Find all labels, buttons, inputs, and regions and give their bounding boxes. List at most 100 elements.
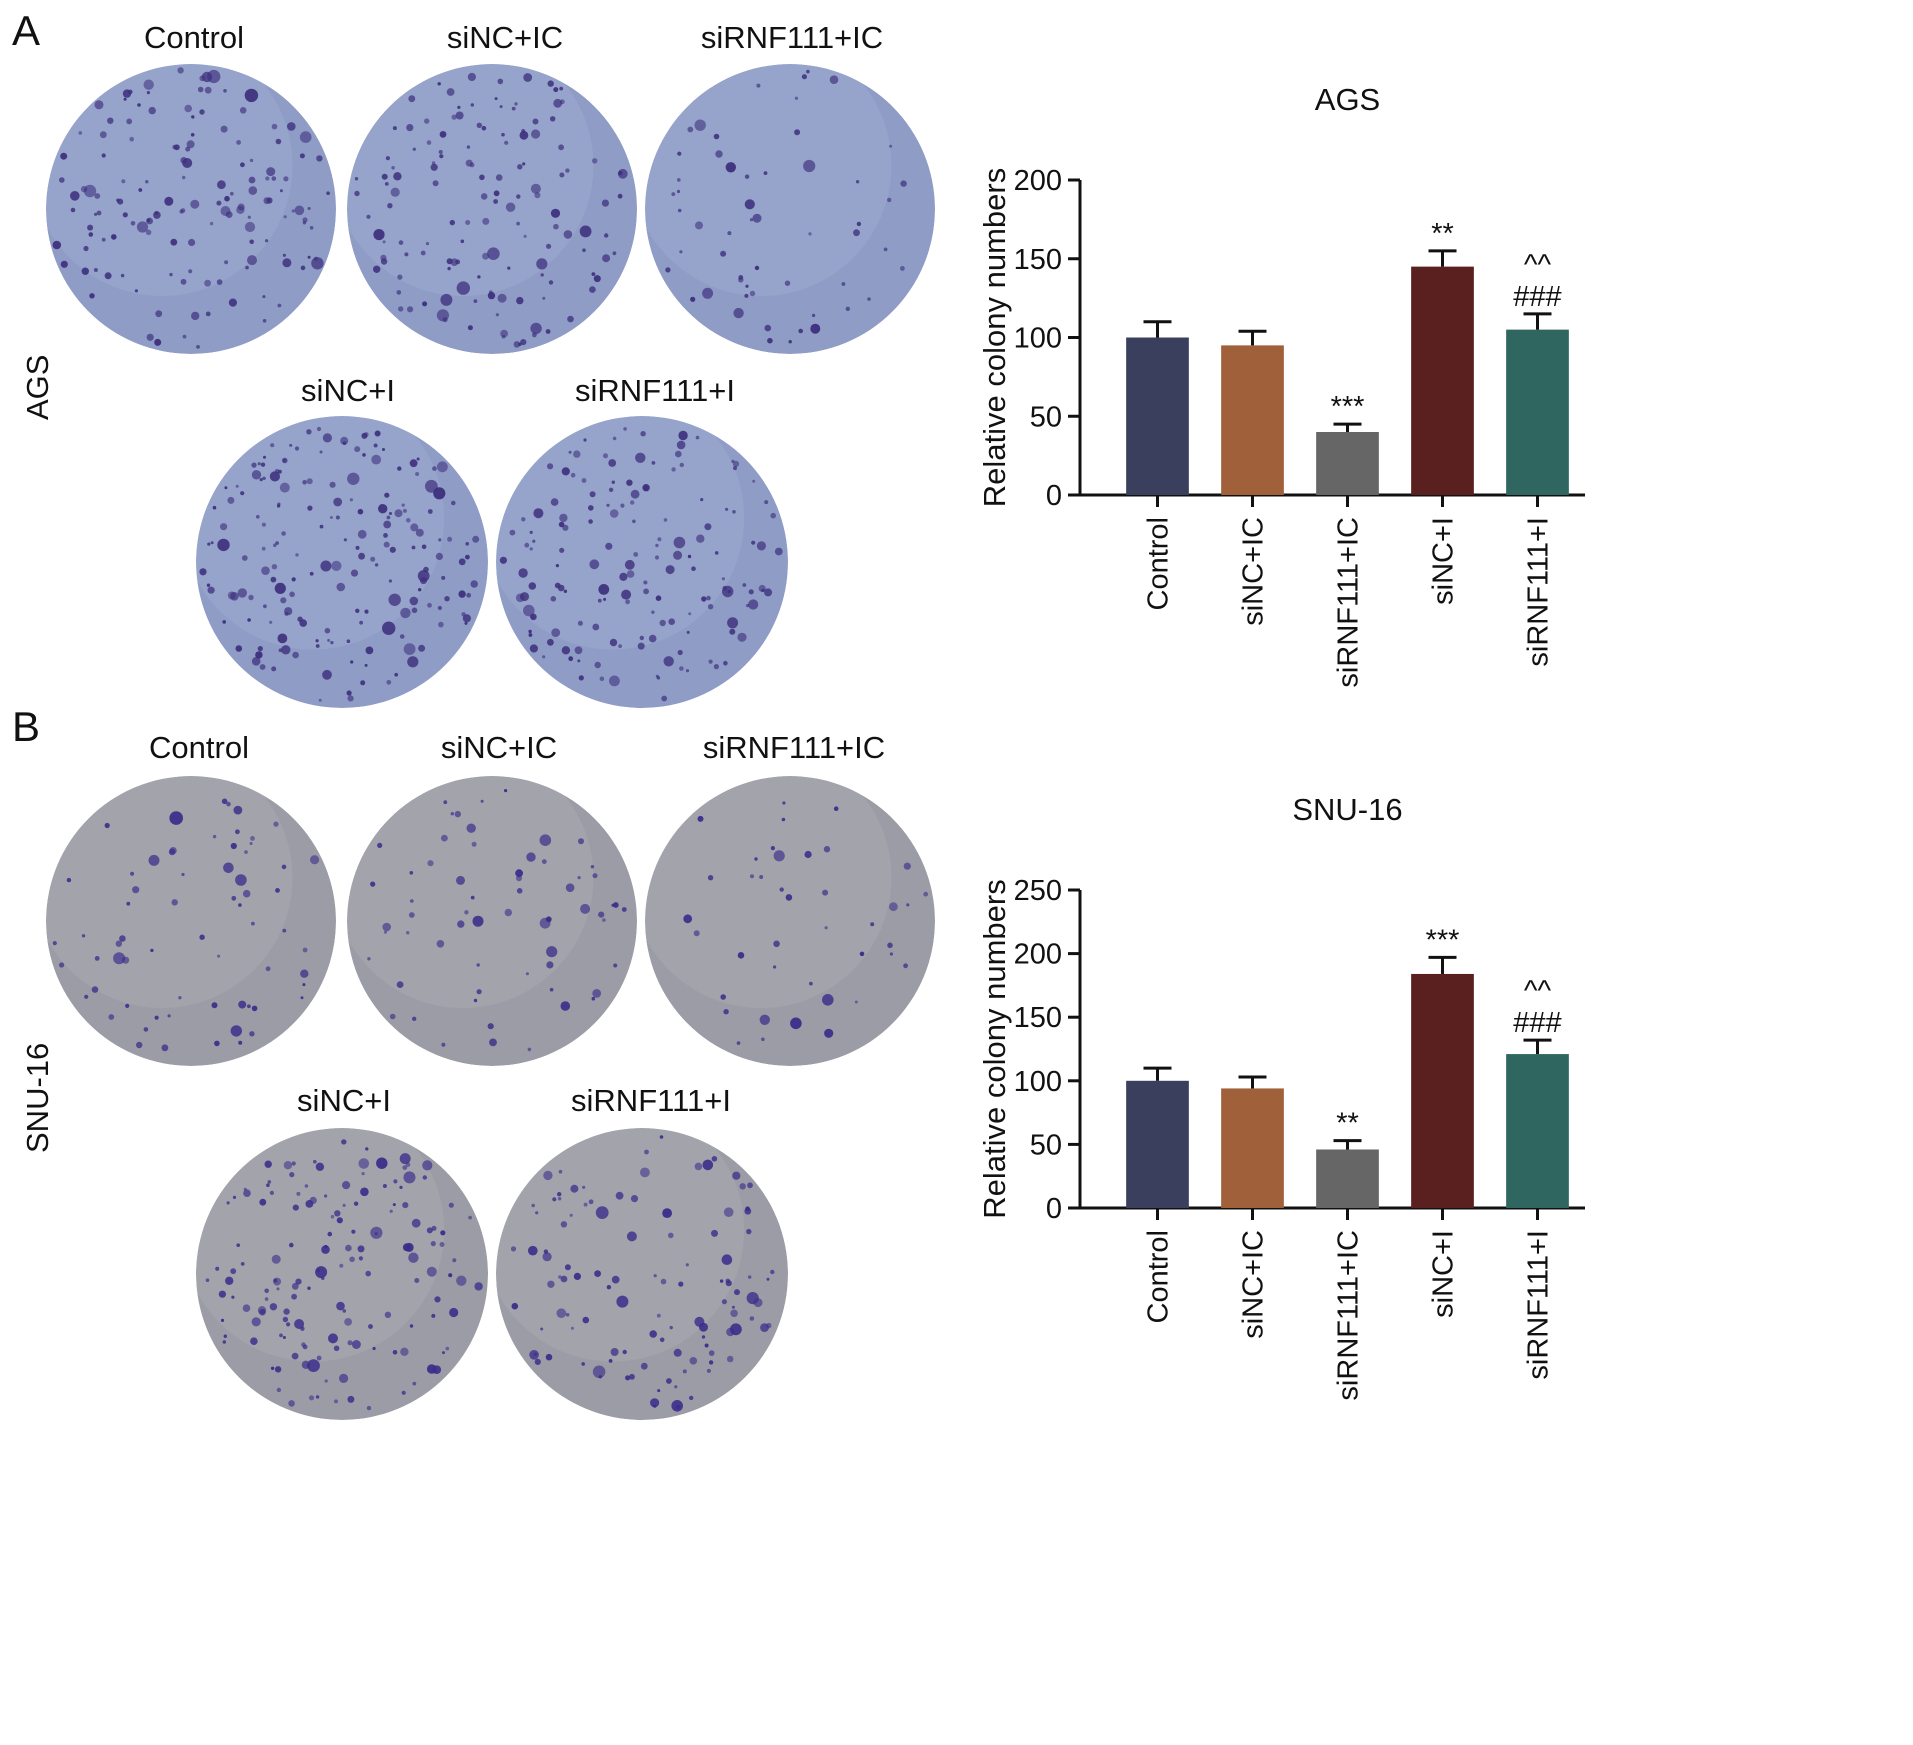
colony-dot (232, 1195, 237, 1199)
colony-dot (495, 313, 499, 317)
colony-dot (355, 608, 360, 613)
colony-dot (532, 539, 536, 543)
colony-dot (220, 523, 228, 531)
colony-dot (683, 914, 693, 924)
colony-dot (315, 1266, 328, 1279)
colony-dot (161, 1044, 169, 1052)
colony-dot (261, 522, 266, 527)
colony-dot (225, 1276, 234, 1285)
colony-dot (696, 534, 705, 543)
colony-dot (354, 446, 361, 453)
colony-dot (444, 596, 450, 602)
colony-dot (402, 1202, 409, 1209)
colony-dot (806, 69, 810, 74)
colony-dot (702, 287, 714, 299)
colony-dot (382, 240, 386, 244)
colony-dot (116, 198, 120, 202)
significance-label: ### (1513, 281, 1561, 313)
colony-dot (217, 180, 226, 190)
colony-dot (883, 247, 888, 252)
colony-dot (408, 1252, 419, 1263)
bar (1316, 432, 1379, 495)
colony-dot (558, 144, 564, 151)
colony-dot (746, 1228, 752, 1235)
colony-dot (438, 621, 444, 628)
colony-dot (738, 277, 744, 283)
colony-dot (708, 1350, 715, 1356)
colony-dot (52, 941, 57, 946)
colony-dot (465, 542, 470, 546)
row-label-snu16: SNU-16 (20, 1042, 55, 1153)
colony-dot (307, 1359, 320, 1372)
colony-dot (170, 238, 178, 246)
colony-dot (810, 323, 821, 334)
colony-dot (365, 1147, 369, 1151)
panel-letter-b: B (12, 703, 41, 750)
colony-dot (504, 140, 509, 145)
colony-dot (217, 954, 221, 958)
colony-dot (248, 594, 254, 601)
colony-dot (275, 469, 279, 473)
colony-dot (748, 589, 754, 595)
colony-dot (281, 864, 287, 870)
colony-dot (249, 842, 253, 845)
colony-dot (495, 174, 503, 181)
colony-dot (513, 341, 521, 348)
colony-dot (199, 568, 207, 576)
colony-dot (476, 963, 480, 967)
colony-dot (83, 184, 97, 198)
colony-dot (320, 560, 332, 572)
colony-dot (70, 191, 80, 201)
colony-dot (191, 115, 195, 119)
colony-dot (558, 521, 565, 528)
colony-dot (889, 144, 893, 148)
colony-dot (60, 152, 68, 160)
colony-dot (779, 887, 784, 892)
colony-dot (465, 554, 470, 560)
colony-dot (593, 275, 601, 283)
colony-dot (277, 303, 282, 308)
colony-dot (859, 951, 865, 957)
colony-dot (466, 145, 471, 149)
colony-dot (70, 207, 76, 213)
colony-dot (367, 957, 371, 961)
colony-dot (711, 1229, 718, 1237)
colony-dot (493, 190, 500, 197)
colony-dot (522, 162, 526, 166)
colony-dot (250, 1337, 258, 1345)
colony-dot (294, 1319, 305, 1329)
colony-dot (591, 996, 596, 1001)
colony-dot (432, 466, 437, 471)
colony-dot (442, 1351, 445, 1355)
colony-dot (567, 315, 574, 323)
colony-dot (501, 334, 506, 339)
colony-dot (603, 597, 607, 601)
culture-well-image (645, 776, 935, 1066)
bar (1411, 973, 1474, 1208)
colony-dot (809, 981, 813, 986)
colony-dot (341, 1139, 347, 1145)
colony-dot (372, 1346, 376, 1351)
colony-dot (66, 877, 72, 883)
colony-dot (653, 1404, 657, 1408)
colony-dot (577, 659, 581, 663)
colony-dot (476, 989, 482, 995)
colony-dot (294, 446, 300, 451)
colony-dot (803, 159, 816, 173)
colony-dot (577, 876, 581, 880)
colony-dot (408, 95, 416, 103)
significance-label: *** (1426, 924, 1460, 956)
colony-dot (725, 507, 729, 511)
colony-dot (471, 841, 477, 847)
colony-dot (620, 503, 625, 508)
colony-dot (626, 570, 635, 578)
colony-dot (347, 472, 360, 485)
colony-dot (504, 908, 512, 917)
colony-dot (617, 168, 628, 179)
colony-dot (568, 656, 574, 662)
colony-dot (279, 482, 290, 493)
colony-dot (622, 1349, 627, 1355)
colony-dot (487, 1023, 494, 1030)
colony-dot (351, 1340, 361, 1349)
bar (1506, 1054, 1569, 1208)
